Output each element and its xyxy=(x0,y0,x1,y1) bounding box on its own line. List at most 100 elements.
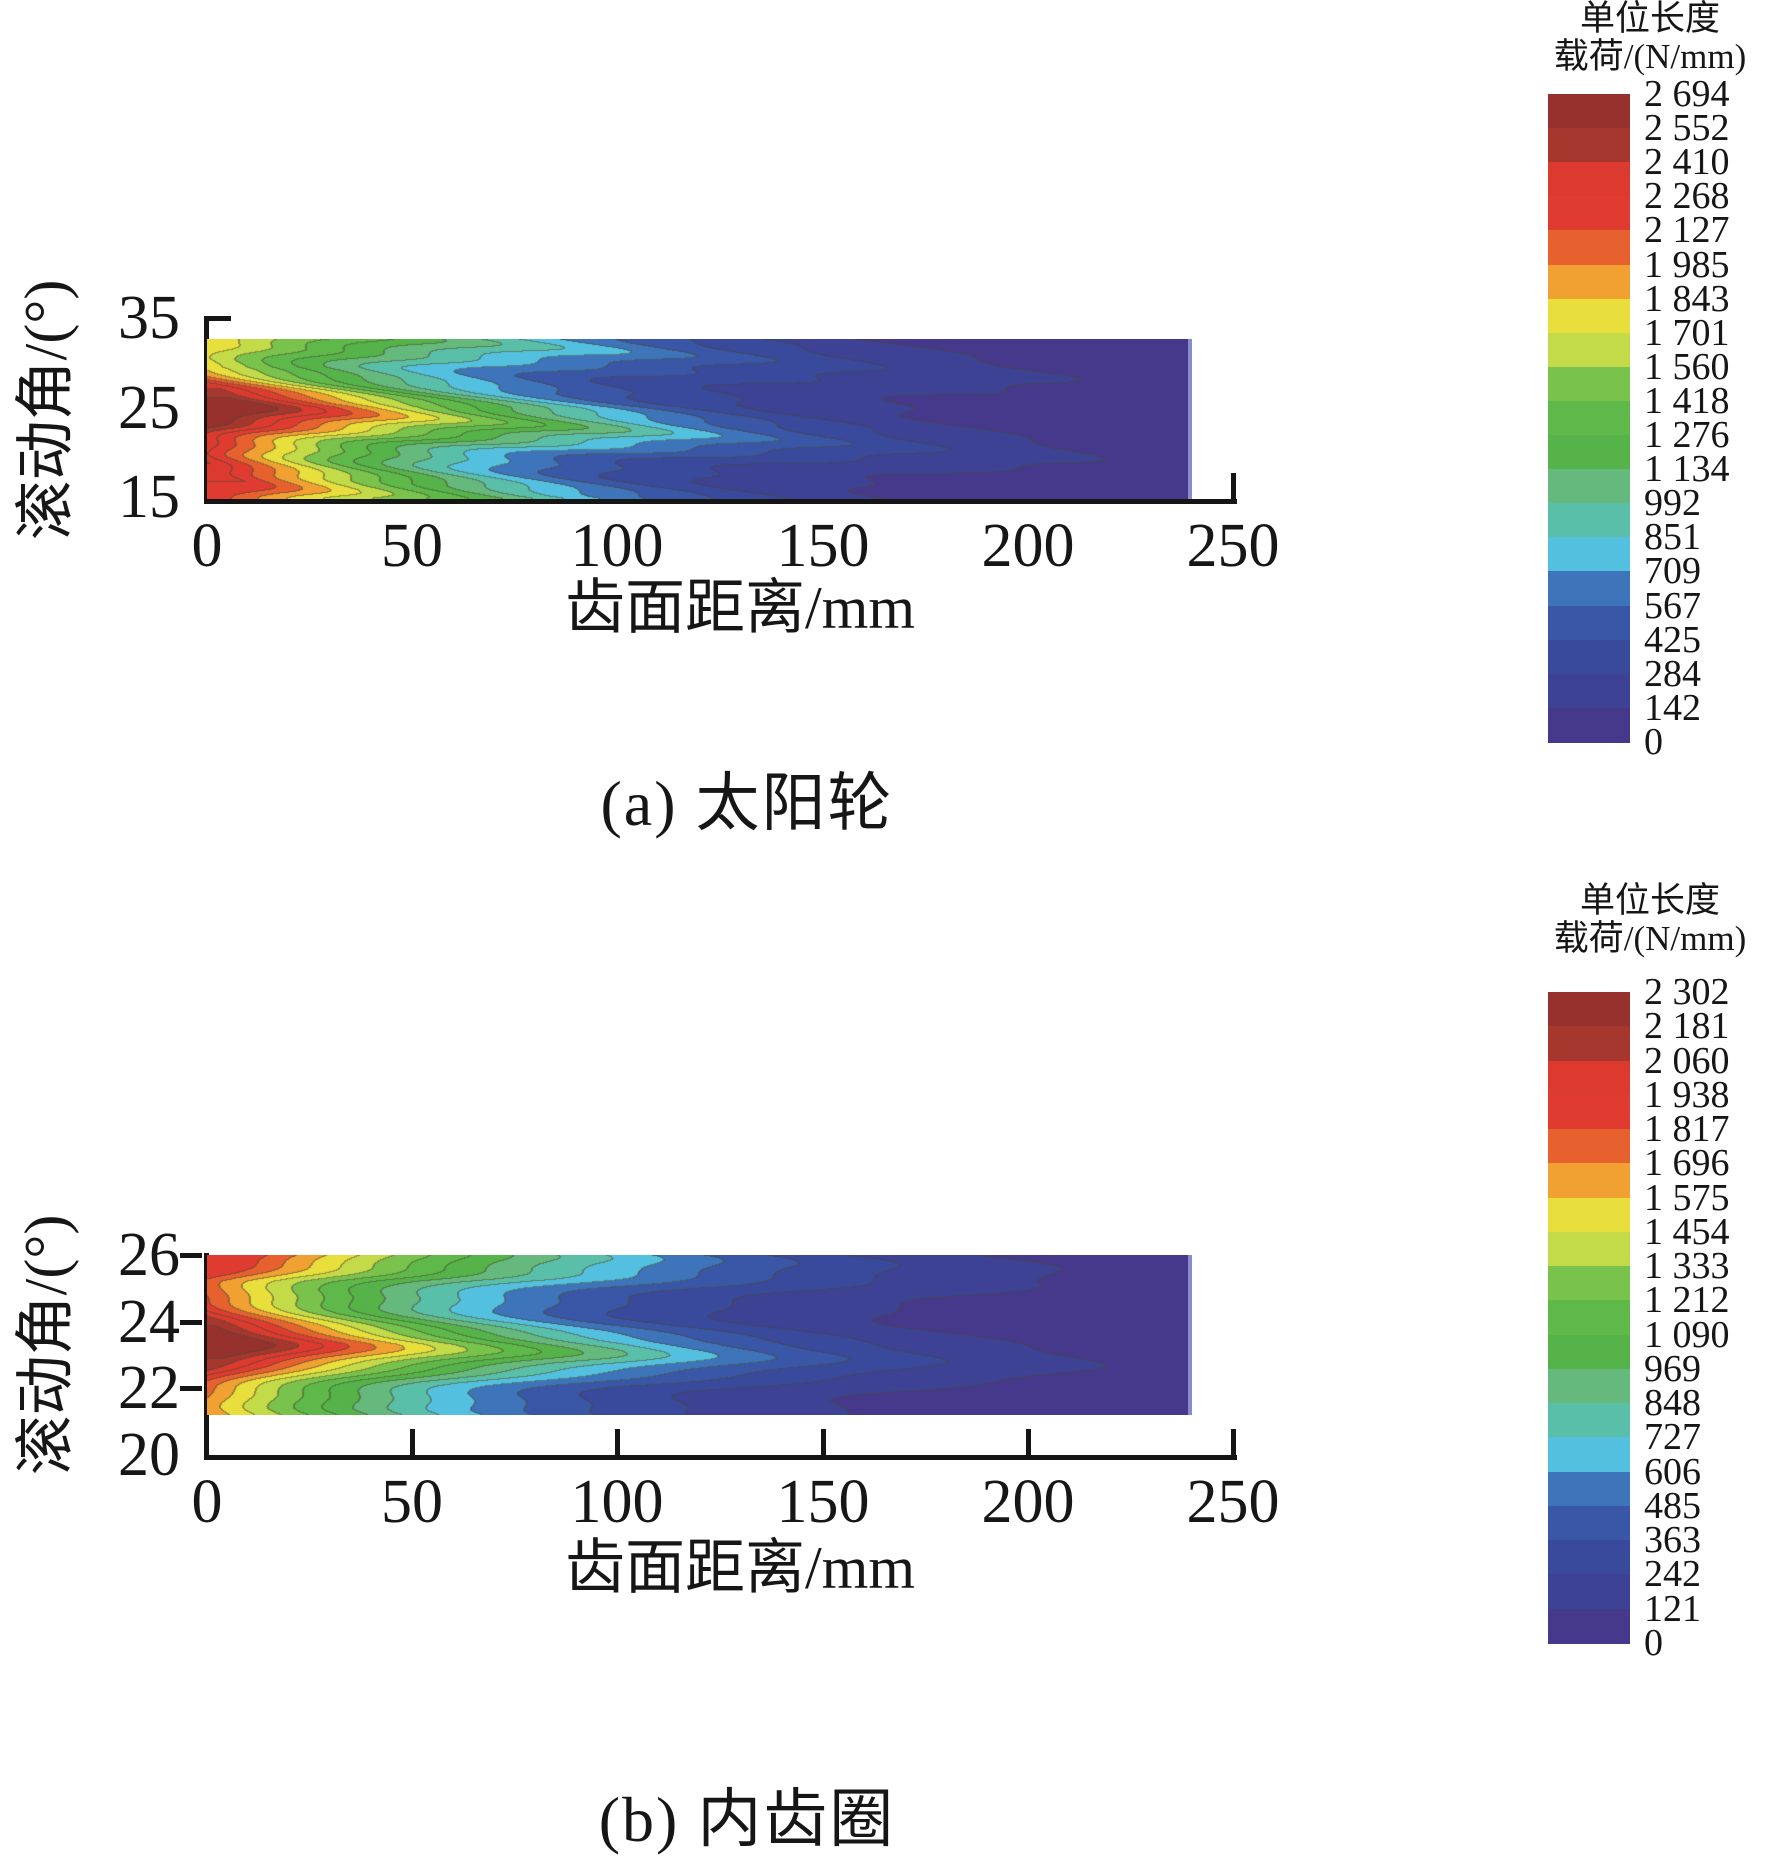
panel-a-colorbar-label-9: 1 418 xyxy=(1644,379,1730,422)
panel-b-colorbar-block-6 xyxy=(1548,1403,1630,1439)
panel-a-colorbar-label-16: 425 xyxy=(1644,618,1701,661)
panel-b-colorbar-label-13: 727 xyxy=(1644,1416,1701,1459)
panel-a-colorbar-block-3 xyxy=(1548,605,1630,641)
panel-b-x-ticklabel-0: 0 xyxy=(191,1468,223,1536)
panel-a-colorbar-label-3: 2 268 xyxy=(1644,175,1730,218)
panel-a-colorbar-block-18 xyxy=(1548,94,1630,129)
panel-a-caption: (a) 太阳轮 xyxy=(600,768,894,839)
panel-b-colorbar-label-15: 485 xyxy=(1644,1484,1701,1527)
panel-a-colorbar-block-5 xyxy=(1548,537,1630,573)
panel-b-colorbar-label-16: 363 xyxy=(1644,1519,1701,1562)
panel-b-x-ticklabel-100: 100 xyxy=(570,1468,664,1536)
panel-a-colorbar-label-12: 992 xyxy=(1644,482,1701,525)
panel-a-colorbar-label-11: 1 134 xyxy=(1644,448,1730,491)
panel-b-y-axis-line xyxy=(204,1253,209,1460)
panel-a-colorbar-label-8: 1 560 xyxy=(1644,345,1730,388)
panel-b-colorbar-label-8: 1 333 xyxy=(1644,1245,1730,1288)
panel-a-contour-plot xyxy=(207,339,1192,499)
panel-a-colorbar-label-18: 142 xyxy=(1644,686,1701,729)
panel-a-colorbar-block-9 xyxy=(1548,400,1630,436)
panel-b-colorbar-block-10 xyxy=(1548,1266,1630,1301)
panel-a-y-ticklabel-25: 25 xyxy=(118,374,180,442)
panel-b-colorbar-label-11: 969 xyxy=(1644,1347,1701,1390)
panel-a-colorbar-label-10: 1 276 xyxy=(1644,414,1730,457)
panel-a-x-ticklabel-50: 50 xyxy=(381,512,443,580)
panel-b-colorbar-block-3 xyxy=(1548,1505,1630,1541)
panel-a-colorbar-block-7 xyxy=(1548,469,1630,504)
panel-b-y-ticklabel-20: 20 xyxy=(118,1421,180,1489)
panel-b-colorbar-block-14 xyxy=(1548,1129,1630,1164)
panel-a-x-tick-250 xyxy=(1231,473,1236,499)
panel-a-x-ticklabel-150: 150 xyxy=(776,512,870,580)
panel-b-colorbar-block-9 xyxy=(1548,1300,1630,1336)
panel-b-colorbar-block-13 xyxy=(1548,1163,1630,1199)
panel-a-colorbar-block-10 xyxy=(1548,366,1630,402)
panel-b-colorbar-block-15 xyxy=(1548,1094,1630,1130)
panel-a-y-axis-line xyxy=(204,316,209,504)
panel-b-colorbar-block-12 xyxy=(1548,1197,1630,1233)
panel-b-y-ticklabel-22: 22 xyxy=(118,1354,180,1422)
panel-a-colorbar xyxy=(1548,94,1630,743)
panel-a-x-axis-line xyxy=(204,499,1237,504)
panel-b-y-ticklabel-24: 24 xyxy=(118,1288,180,1356)
panel-b-colorbar-title-line2: 载荷/(N/mm) xyxy=(1553,919,1747,958)
panel-b-x-tick-50 xyxy=(410,1429,415,1455)
panel-b-x-tick-100 xyxy=(615,1429,620,1455)
panel-a-x-ticklabel-200: 200 xyxy=(981,512,1075,580)
panel-a-colorbar-block-15 xyxy=(1548,196,1630,232)
panel-a-y-ticklabel-15: 15 xyxy=(118,463,180,531)
panel-b-colorbar-label-3: 1 938 xyxy=(1644,1073,1730,1116)
panel-b-y-tick-24 xyxy=(180,1320,202,1325)
panel-a-colorbar-label-5: 1 985 xyxy=(1644,243,1730,286)
panel-b-colorbar-label-7: 1 454 xyxy=(1644,1210,1730,1253)
panel-a-x-ticklabel-250: 250 xyxy=(1186,512,1280,580)
panel-a-y-tick-35 xyxy=(209,316,231,321)
panel-b-colorbar-block-16 xyxy=(1548,1060,1630,1096)
panel-b-colorbar-block-7 xyxy=(1548,1368,1630,1404)
panel-a-colorbar-title: 单位长度 载荷/(N/mm) xyxy=(1554,0,1746,76)
panel-a-colorbar-label-2: 2 410 xyxy=(1644,141,1730,184)
panel-b-colorbar-label-0: 2 302 xyxy=(1644,971,1730,1013)
panel-b-colorbar-label-17: 242 xyxy=(1644,1553,1701,1596)
panel-b-colorbar xyxy=(1548,992,1630,1644)
panel-b-contour-plot xyxy=(207,1255,1192,1415)
panel-b-colorbar-block-5 xyxy=(1548,1437,1630,1473)
panel-b-colorbar-block-18 xyxy=(1548,992,1630,1027)
panel-b-x-ticklabel-50: 50 xyxy=(381,1468,443,1536)
panel-b-colorbar-block-11 xyxy=(1548,1231,1630,1267)
panel-b-x-tick-200 xyxy=(1026,1429,1031,1455)
panel-a-colorbar-block-6 xyxy=(1548,503,1630,538)
panel-b-colorbar-title: 单位长度 载荷/(N/mm) xyxy=(1554,882,1746,958)
panel-a-colorbar-block-4 xyxy=(1548,571,1630,607)
panel-a-colorbar-block-13 xyxy=(1548,264,1630,300)
panel-b-colorbar-label-12: 848 xyxy=(1644,1382,1701,1425)
panel-b-colorbar-block-2 xyxy=(1548,1540,1630,1576)
panel-b-colorbar-label-10: 1 090 xyxy=(1644,1313,1730,1356)
panel-b-colorbar-label-9: 1 212 xyxy=(1644,1279,1730,1322)
panel-b-y-ticklabel-26: 26 xyxy=(118,1221,180,1289)
panel-a-colorbar-block-8 xyxy=(1548,435,1630,470)
panel-a-colorbar-block-2 xyxy=(1548,639,1630,675)
panel-a-colorbar-label-17: 284 xyxy=(1644,652,1701,695)
panel-a-colorbar-block-16 xyxy=(1548,162,1630,197)
panel-a-colorbar-block-17 xyxy=(1548,128,1630,163)
panel-a-x-ticklabel-100: 100 xyxy=(570,512,664,580)
panel-a-y-ticklabel-35: 35 xyxy=(118,284,180,352)
panel-b-colorbar-label-4: 1 817 xyxy=(1644,1108,1730,1151)
panel-b-colorbar-block-0 xyxy=(1548,1608,1630,1644)
panel-b-x-axis-label: 齿面距离/mm xyxy=(564,1535,916,1601)
panel-a-colorbar-label-15: 567 xyxy=(1644,584,1701,627)
panel-a-colorbar-label-14: 709 xyxy=(1644,550,1701,593)
panel-a-colorbar-label-0: 2 694 xyxy=(1644,73,1730,115)
panel-b-colorbar-label-1: 2 181 xyxy=(1644,1005,1730,1048)
panel-a-colorbar-label-19: 0 xyxy=(1644,721,1663,763)
panel-b-y-tick-26 xyxy=(180,1253,202,1258)
panel-a-colorbar-label-13: 851 xyxy=(1644,516,1701,559)
panel-b-colorbar-label-2: 2 060 xyxy=(1644,1039,1730,1082)
panel-b-x-ticklabel-200: 200 xyxy=(981,1468,1075,1536)
panel-b-colorbar-block-1 xyxy=(1548,1574,1630,1610)
panel-b-colorbar-label-14: 606 xyxy=(1644,1450,1701,1493)
panel-a-colorbar-block-1 xyxy=(1548,673,1630,709)
panel-b-x-axis-line xyxy=(204,1455,1237,1460)
panel-b-caption: (b) 内齿圈 xyxy=(598,1784,896,1855)
